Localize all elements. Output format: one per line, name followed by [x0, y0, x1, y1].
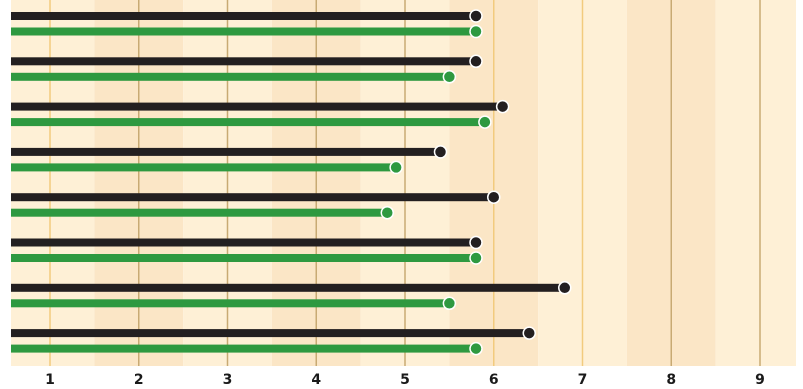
- bar: [11, 147, 441, 156]
- bar: [11, 102, 503, 111]
- bar: [11, 57, 476, 66]
- x-axis-tick-labels: 1 2 3 4 5 6 7 8 9: [45, 372, 765, 388]
- bars: [11, 9, 572, 356]
- x-tick-label: 2: [134, 372, 144, 388]
- x-tick-label: 5: [400, 372, 410, 388]
- bar-end-marker: [433, 145, 448, 159]
- bar-end-marker: [487, 190, 501, 204]
- bar-end-marker: [442, 296, 457, 311]
- bar-end-marker: [442, 70, 457, 84]
- bar: [11, 163, 397, 172]
- bar: [11, 27, 476, 36]
- bar-end-marker: [469, 251, 483, 265]
- bar-end-marker: [478, 115, 492, 129]
- background-band: [11, 0, 95, 366]
- x-tick-label: 7: [578, 372, 588, 388]
- bar: [11, 118, 485, 127]
- x-tick-label: 1: [45, 372, 55, 388]
- bar-end-marker: [558, 281, 572, 295]
- bar: [11, 344, 476, 353]
- bar-end-marker: [469, 24, 483, 39]
- bar: [11, 329, 530, 338]
- bar: [11, 283, 565, 292]
- background-band: [715, 0, 796, 366]
- x-tick-label: 3: [223, 372, 233, 388]
- bar-end-marker: [469, 9, 483, 23]
- bar-end-marker: [469, 54, 483, 69]
- bar: [11, 238, 476, 247]
- bar-end-marker: [469, 341, 483, 356]
- chart-background: [11, 0, 796, 366]
- bar: [11, 193, 494, 202]
- bar: [11, 12, 476, 20]
- bar-end-marker: [522, 326, 536, 340]
- x-tick-label: 4: [311, 372, 321, 388]
- bar: [11, 208, 388, 217]
- bar: [11, 299, 450, 308]
- x-tick-label: 9: [755, 372, 765, 388]
- bar-end-marker: [495, 99, 510, 114]
- bar: [11, 72, 450, 81]
- x-tick-label: 8: [666, 372, 676, 388]
- bar-end-marker: [469, 235, 483, 250]
- bar: [11, 254, 476, 262]
- bar-end-marker: [380, 205, 394, 220]
- bar-end-marker: [389, 160, 403, 175]
- x-tick-label: 6: [489, 372, 499, 388]
